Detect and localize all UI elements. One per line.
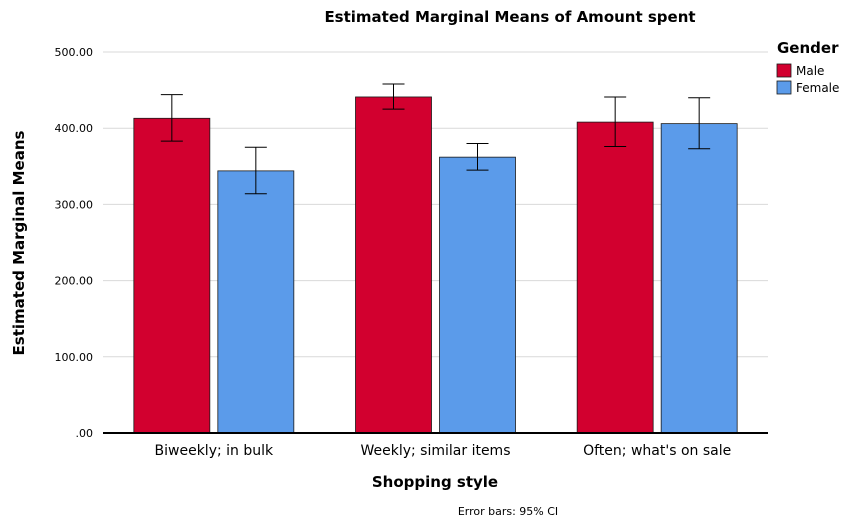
y-tick-label: 200.00 <box>55 275 94 288</box>
y-tick-label: .00 <box>76 427 94 440</box>
bar <box>355 96 432 434</box>
x-axis-label: Shopping style <box>372 473 498 491</box>
chart-title: Estimated Marginal Means of Amount spent <box>324 8 695 26</box>
legend-title: Gender <box>777 39 839 57</box>
legend-swatch <box>776 63 792 78</box>
gridlines <box>103 51 768 358</box>
y-axis-label: Estimated Marginal Means <box>10 131 28 356</box>
category-label: Weekly; similar items <box>360 443 510 459</box>
legend-label: Male <box>796 64 824 78</box>
category-label: Often; what's on sale <box>583 443 731 459</box>
bar <box>439 156 516 434</box>
y-tick-label: 100.00 <box>55 351 94 364</box>
legend-label: Female <box>796 81 839 95</box>
y-ticks: .00 100.00 200.00 300.00 400.00 500.00 <box>55 46 94 440</box>
bar <box>660 123 738 434</box>
y-tick-label: 500.00 <box>55 46 94 59</box>
legend-swatch <box>776 80 792 95</box>
footnote: Error bars: 95% CI <box>458 505 558 518</box>
category-labels: Biweekly; in bulk Weekly; similar items Of… <box>155 443 732 459</box>
legend: Gender Male Female <box>776 39 839 95</box>
bar <box>576 121 654 434</box>
y-tick-label: 300.00 <box>55 198 94 211</box>
bar <box>133 117 211 434</box>
y-tick-label: 400.00 <box>55 122 94 135</box>
bars <box>133 96 738 434</box>
category-label: Biweekly; in bulk <box>155 443 274 459</box>
bar <box>217 170 295 434</box>
error-bars <box>160 83 711 195</box>
